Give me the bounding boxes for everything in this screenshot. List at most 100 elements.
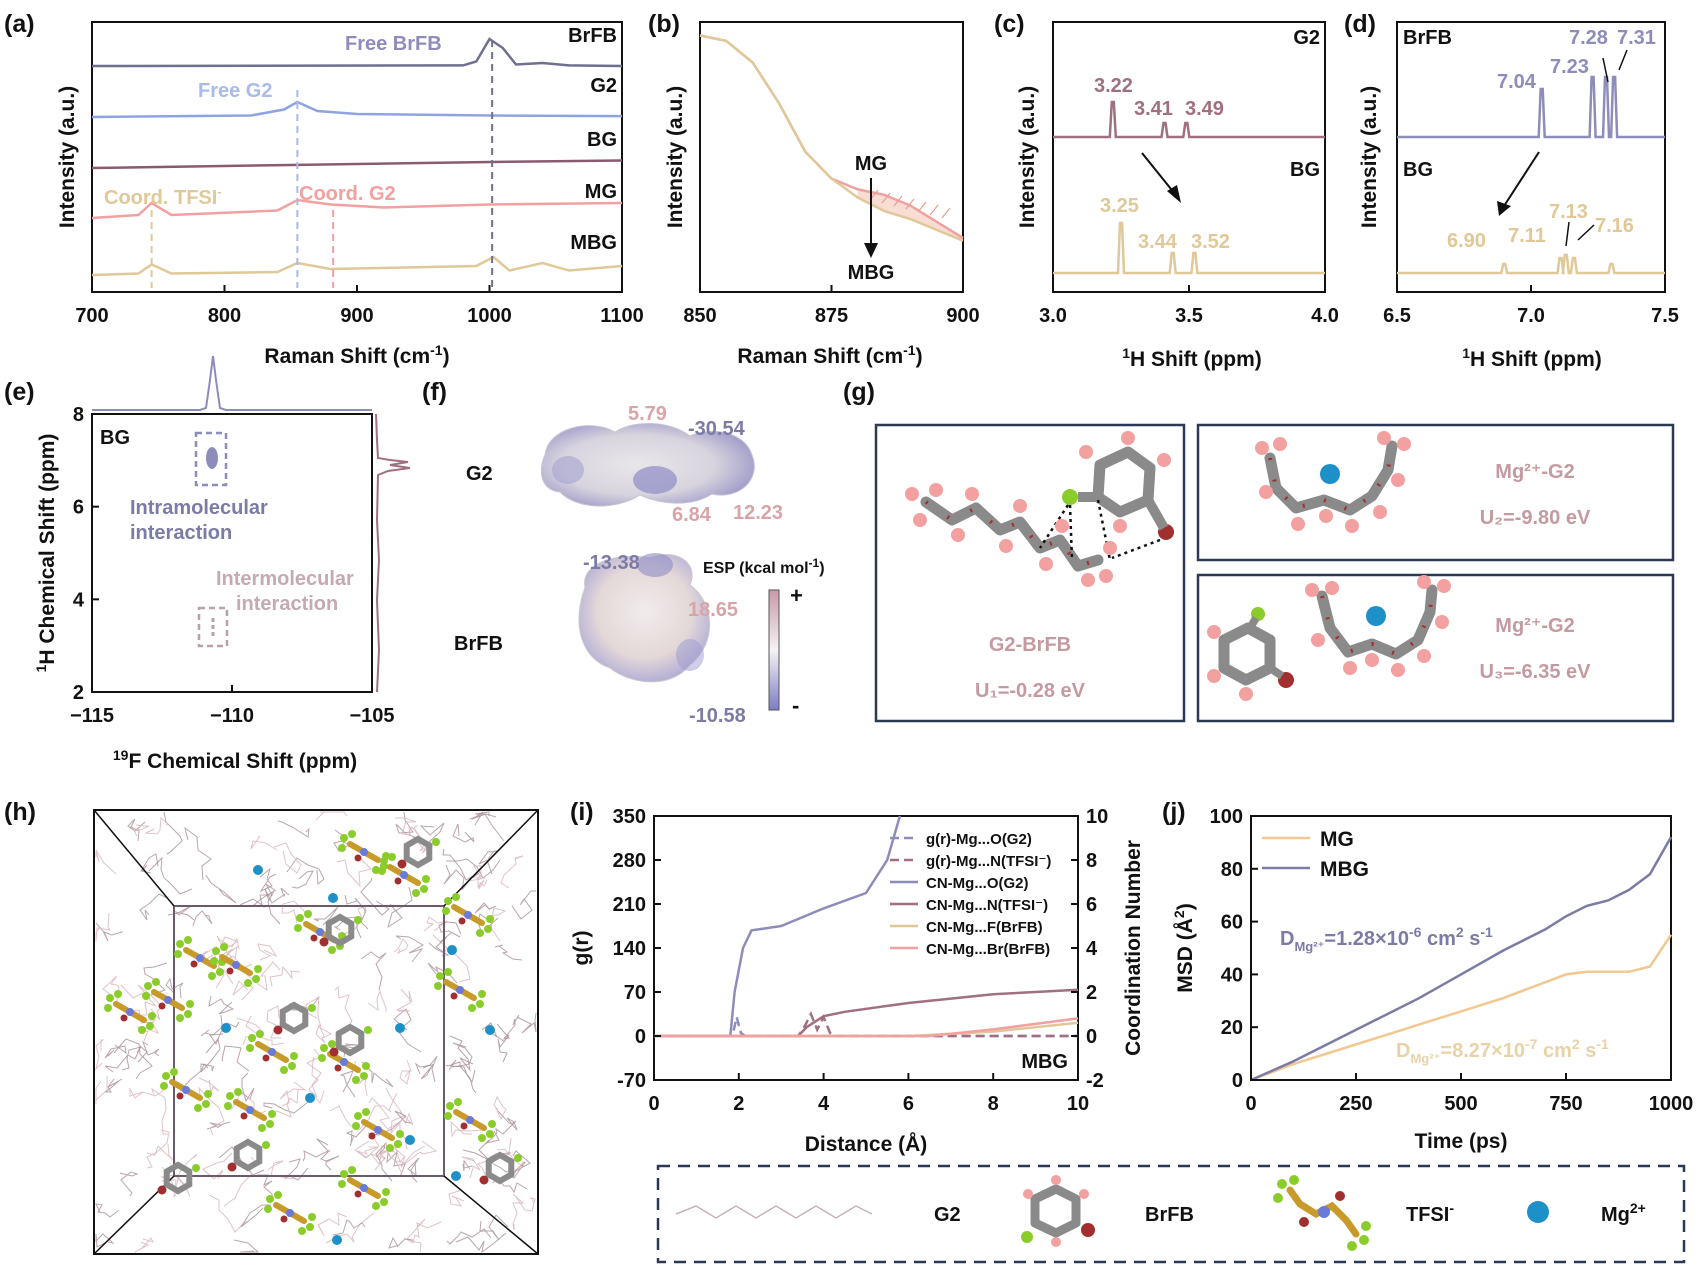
- md-box-edge-2: [443, 809, 539, 907]
- solvent-molecule: [313, 906, 339, 926]
- panel-i-y2-tick-label: 6: [1086, 894, 1097, 916]
- tfsi-fluorine: [296, 914, 304, 922]
- legend-brfb-label: BrFB: [1145, 1204, 1194, 1226]
- annot-b-mbg: MBG: [848, 262, 895, 284]
- panel-b-x-tick-label: 900: [946, 305, 979, 327]
- panel-e-y-tick-label: 6: [73, 497, 84, 519]
- tfsi-fluorine: [380, 1198, 388, 1206]
- raman-line-g2: [91, 100, 623, 119]
- solvent-molecule: [134, 1237, 154, 1253]
- solvent-molecule: [399, 1059, 412, 1085]
- panel-i-inner-label: MBG: [1021, 1051, 1068, 1073]
- series-label-mbg: MBG: [570, 232, 617, 254]
- panel-j: (j) MG MBG 0 250 500 750 1000 0 20 40 60 80 100 DM…: [1162, 798, 1693, 1153]
- panel-e-y-tick-label: 4: [73, 589, 85, 611]
- tfsi-fluorine: [476, 929, 484, 937]
- tfsi-fluorine: [304, 910, 312, 918]
- solvent-molecule: [334, 985, 353, 1035]
- tfsi-fluorine: [152, 978, 160, 986]
- panel-e-y-ticks: 2 4 6 8: [73, 404, 99, 704]
- solvent-molecule: [403, 1221, 442, 1244]
- panel-d-series: [1397, 75, 1665, 275]
- tfsi-fluorine: [382, 1188, 390, 1196]
- intramolecular-box: [194, 431, 228, 487]
- tfsi-molecule: [142, 978, 194, 1022]
- panel-f-brfb-label: BrFB: [454, 633, 503, 655]
- tfsi-nitrogen: [164, 996, 172, 1004]
- brfb-ring: [335, 1023, 365, 1057]
- panel-e-frame: [91, 413, 373, 693]
- md-solvent-network: [95, 811, 537, 1254]
- g2-negative-region-2: [552, 456, 584, 484]
- panel-i-x-tick-label: 8: [988, 1093, 999, 1115]
- mg-ion: [305, 1093, 315, 1103]
- brfb-molecule: [319, 913, 362, 947]
- solvent-molecule: [291, 870, 314, 889]
- panel-b-x-ticks: 850 875 900: [683, 285, 980, 327]
- panel-e-top-projection: [92, 355, 372, 411]
- solvent-molecule: [477, 877, 488, 890]
- panel-c-x-ticks: 3.0 3.5 4.0: [1039, 285, 1339, 327]
- series-label-g2: G2: [590, 75, 617, 97]
- tfsi-fluorine: [386, 1144, 394, 1152]
- solvent-molecule: [500, 855, 524, 889]
- solvent-molecule: [148, 856, 193, 895]
- solvent-molecule: [308, 1056, 325, 1105]
- annot-coord-g2: Coord. G2: [299, 183, 396, 205]
- g2-brfb-name: G2-BrFB: [989, 634, 1071, 656]
- tfsi-fluorine: [486, 915, 494, 923]
- tfsi-fluorine: [434, 982, 442, 990]
- panel-j-y-tick-label: 20: [1221, 1017, 1243, 1039]
- panel-b-x-tick-label: 875: [815, 305, 848, 327]
- solvent-molecule: [126, 1009, 157, 1026]
- panel-c-arrow: [1141, 152, 1176, 195]
- annot-coord-tfsi: Coord. TFSI-: [104, 184, 222, 209]
- solvent-molecule: [284, 1158, 309, 1181]
- tfsi-fluorine: [442, 907, 450, 915]
- panel-a-x-tick-label: 700: [75, 305, 108, 327]
- tfsi-fluorine: [436, 972, 444, 980]
- solvent-molecule: [474, 811, 505, 842]
- tfsi-fluorine: [352, 1122, 360, 1130]
- solvent-molecule: [485, 1120, 517, 1144]
- panel-d-bottom-label: BG: [1403, 159, 1433, 181]
- solvent-molecule: [317, 1212, 348, 1237]
- solvent-molecule: [479, 1214, 509, 1241]
- solvent-molecule: [131, 824, 150, 837]
- brfb-molecule: [273, 1001, 316, 1035]
- panel-i-x-axis-title: Distance (Å): [805, 1132, 928, 1156]
- solvent-molecule: [428, 932, 452, 956]
- tfsi-fluorine: [226, 1092, 234, 1100]
- panel-g-label: (g): [843, 378, 875, 406]
- panel-i-y-tick-label: 210: [613, 894, 646, 916]
- solvent-molecule: [461, 1156, 481, 1179]
- panel-e-x-tick-label: −105: [349, 705, 394, 727]
- panel-j-legend: MG MBG: [1262, 828, 1369, 881]
- solvent-molecule: [264, 887, 290, 904]
- panel-d-x-axis-title: 1H Shift (ppm): [1462, 345, 1602, 371]
- tfsi-oxygen: [460, 1122, 468, 1130]
- solvent-molecule: [95, 1076, 108, 1104]
- solvent-molecule: [455, 1232, 507, 1254]
- solvent-molecule: [119, 1171, 139, 1197]
- annot-d-mg: DMg²⁺=8.27×10-7 cm2 s-1: [1396, 1036, 1609, 1066]
- g2-brfb-energy: U₁=-0.28 eV: [975, 680, 1086, 702]
- tfsi-fluorine: [372, 1202, 380, 1210]
- tfsi-molecule: [434, 968, 486, 1012]
- tfsi-nitrogen: [466, 1116, 474, 1124]
- solvent-molecule: [205, 874, 237, 904]
- tfsi-fluorine: [372, 866, 380, 874]
- panel-j-y-tick-label: 60: [1221, 912, 1243, 934]
- solvent-molecule: [497, 1034, 510, 1063]
- tfsi-fluorine: [204, 1090, 212, 1098]
- solvent-molecule: [277, 820, 310, 838]
- solvent-molecule: [493, 1095, 507, 1121]
- tfsi-fluorine: [258, 1124, 266, 1132]
- solvent-molecule: [221, 1045, 250, 1072]
- solvent-molecule: [368, 1097, 402, 1130]
- panel-j-y-ticks: 0 20 40 60 80 100: [1210, 806, 1258, 1092]
- solvent-molecule: [244, 961, 281, 992]
- panel-j-x-axis-title: Time (ps): [1415, 1130, 1508, 1153]
- esp-value-neg-13-38: -13.38: [583, 552, 640, 574]
- tfsi-fluorine: [320, 1044, 328, 1052]
